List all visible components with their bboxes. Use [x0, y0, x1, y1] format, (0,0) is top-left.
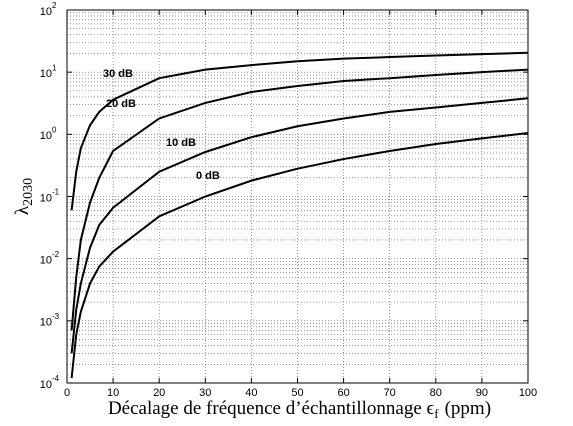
x-label-subscript: f	[434, 406, 439, 421]
y-label-text: λ	[12, 205, 33, 215]
x-tick-label: 0	[64, 387, 70, 399]
series-label: 30 dB	[103, 68, 133, 80]
y-tick-label: 10	[40, 379, 52, 391]
x-label-text: Décalage de fréquence d’échantillonnage …	[108, 398, 435, 419]
series-label: 0 dB	[196, 170, 220, 182]
series-label: 10 dB	[166, 137, 196, 149]
y-tick-label: 10	[40, 130, 52, 142]
x-tick-label: 70	[384, 387, 396, 399]
y-tick-label: 10	[40, 68, 52, 80]
y-tick-label: 10	[40, 317, 52, 329]
y-label-subscript: 2030	[21, 178, 36, 206]
y-axis-label: λ2030	[12, 178, 36, 215]
series-line	[70, 97, 529, 354]
y-tick-exponent: -4	[52, 374, 60, 383]
x-tick-label: 50	[291, 387, 303, 399]
y-tick-exponent: -2	[52, 250, 60, 259]
plot-frame	[66, 9, 529, 384]
x-tick-label: 90	[476, 387, 488, 399]
x-tick-label: 100	[519, 387, 537, 399]
series-line	[70, 51, 529, 211]
y-tick-label: 10	[40, 255, 52, 267]
y-tick-exponent: -1	[52, 188, 60, 197]
y-tick-label: 10	[40, 192, 52, 204]
x-tick-label: 80	[430, 387, 442, 399]
y-tick-exponent: 0	[52, 125, 57, 134]
series-label: 20 dB	[106, 98, 136, 110]
y-tick-exponent: 1	[52, 63, 57, 72]
x-tick-label: 20	[153, 387, 165, 399]
series-line	[70, 68, 529, 331]
x-label-unit: (ppm)	[445, 398, 491, 419]
y-tick-label: 10	[40, 6, 52, 18]
x-tick-label: 60	[337, 387, 349, 399]
x-axis-label: Décalage de fréquence d’échantillonnage …	[108, 398, 491, 421]
x-tick-label: 40	[245, 387, 257, 399]
y-tick-exponent: -3	[52, 312, 60, 321]
y-tick-exponent: 2	[52, 1, 57, 10]
x-tick-label: 30	[199, 387, 211, 399]
x-tick-label: 10	[107, 387, 119, 399]
series-line	[70, 132, 529, 379]
